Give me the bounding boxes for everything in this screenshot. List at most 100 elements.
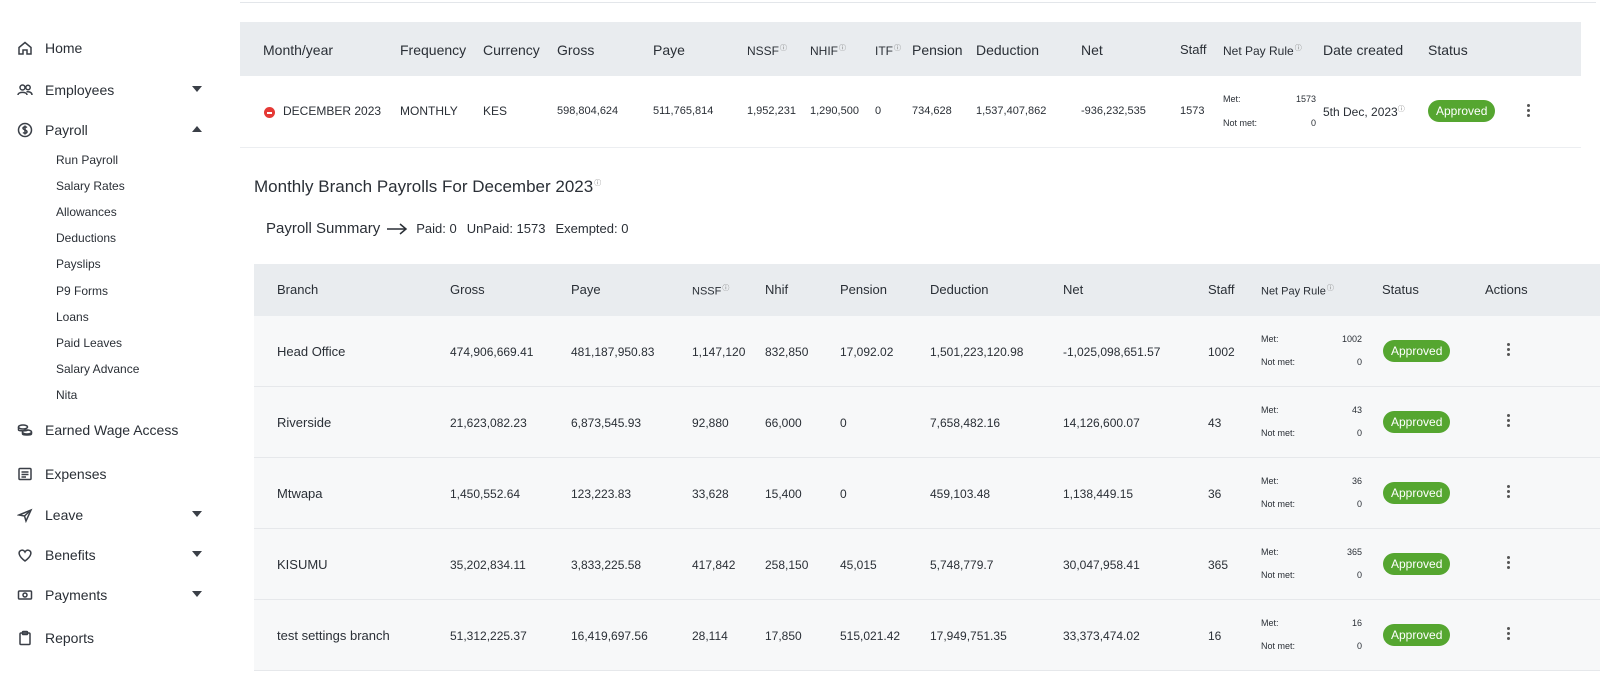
exempted-count: Exempted: 0: [555, 221, 629, 236]
info-icon[interactable]: ⓘ: [722, 285, 730, 292]
th-status: Status: [1382, 282, 1419, 297]
chevron-up-icon[interactable]: [192, 126, 202, 132]
more-vertical-icon[interactable]: [1505, 627, 1511, 643]
branch-row[interactable]: test settings branch 51,312,225.37 16,41…: [254, 600, 1600, 671]
nav-label: Payments: [45, 587, 108, 603]
info-icon[interactable]: ⓘ: [1294, 45, 1302, 52]
cell-deduction: 5,748,779.7: [930, 558, 994, 572]
not-met-value: 0: [1310, 118, 1316, 128]
not-met-label: Not met:: [1261, 641, 1296, 651]
cell-month-year: DECEMBER 2023: [283, 104, 382, 118]
nav-leave[interactable]: Leave: [16, 503, 212, 527]
cell-pension: 17,092.02: [840, 345, 894, 359]
branch-row[interactable]: KISUMU 35,202,834.11 3,833,225.58 417,84…: [254, 529, 1600, 600]
nav-home[interactable]: Home: [16, 36, 212, 60]
heart-icon: [16, 546, 34, 564]
cell-gross: 1,450,552.64: [450, 487, 521, 501]
sub-deductions[interactable]: Deductions: [56, 231, 117, 245]
remove-circle-icon[interactable]: [264, 107, 275, 118]
nav-employees[interactable]: Employees: [16, 78, 212, 102]
sub-run-payroll[interactable]: Run Payroll: [56, 153, 119, 167]
cell-gross: 35,202,834.11: [450, 558, 526, 572]
date-created-value: 5th Dec, 2023: [1323, 105, 1398, 119]
cell-deduction: 459,103.48: [930, 487, 991, 501]
info-icon[interactable]: ⓘ: [594, 180, 602, 188]
met-label: Met:: [1261, 405, 1279, 415]
more-vertical-icon[interactable]: [1505, 485, 1511, 501]
dollar-circle-icon: [16, 121, 34, 139]
sub-p9-forms[interactable]: P9 Forms: [56, 284, 109, 298]
info-icon[interactable]: ⓘ: [780, 45, 788, 52]
sub-salary-rates[interactable]: Salary Rates: [56, 179, 125, 193]
nav-earned-wage-access[interactable]: Earned Wage Access: [16, 418, 212, 442]
nav-label: Expenses: [45, 466, 107, 482]
met-value: 36: [1351, 476, 1362, 486]
nav-payroll[interactable]: Payroll: [16, 118, 212, 142]
cell-nhif: 258,150: [765, 558, 809, 572]
nav-expenses[interactable]: Expenses: [16, 462, 212, 486]
nav-label: Benefits: [45, 547, 96, 563]
th-nssf: NSSFⓘ: [692, 283, 729, 298]
not-met-value: 0: [1356, 357, 1362, 367]
cell-branch: test settings branch: [277, 628, 390, 643]
cell-branch: KISUMU: [277, 557, 328, 572]
met-label: Met:: [1261, 618, 1279, 628]
more-vertical-icon[interactable]: [1525, 104, 1531, 120]
th-frequency: Frequency: [400, 42, 467, 58]
th-staff: Staff: [1180, 42, 1207, 57]
sub-payslips[interactable]: Payslips: [56, 257, 101, 271]
status-badge: Approved: [1383, 482, 1451, 504]
chevron-down-icon[interactable]: [192, 591, 202, 597]
cell-branch: Mtwapa: [277, 486, 323, 501]
met-value: 16: [1351, 618, 1362, 628]
th-paye: Paye: [653, 42, 685, 58]
sidebar: Home Employees Payroll Run Payroll Salar…: [0, 0, 222, 681]
chevron-down-icon[interactable]: [192, 511, 202, 517]
met-label: Met:: [1261, 476, 1279, 486]
sub-allowances[interactable]: Allowances: [56, 205, 117, 219]
met-value: 1573: [1295, 94, 1316, 104]
more-vertical-icon[interactable]: [1505, 343, 1511, 359]
met-value: 365: [1346, 547, 1362, 557]
cell-frequency: MONTHLY: [400, 104, 458, 118]
th-nhif: Nhif: [765, 282, 789, 297]
cell-staff: 1002: [1208, 345, 1235, 359]
nav-label: Payroll: [45, 122, 88, 138]
not-met-label: Not met:: [1261, 570, 1296, 580]
nav-benefits[interactable]: Benefits: [16, 543, 212, 567]
not-met-value: 0: [1356, 428, 1362, 438]
info-icon[interactable]: ⓘ: [839, 45, 846, 52]
sub-loans[interactable]: Loans: [56, 310, 89, 324]
cell-nssf: 417,842: [692, 558, 736, 572]
nav-reports[interactable]: Reports: [16, 626, 212, 650]
sub-paid-leaves[interactable]: Paid Leaves: [56, 336, 123, 350]
cell-deduction: 7,658,482.16: [930, 416, 1001, 430]
more-vertical-icon[interactable]: [1505, 414, 1511, 430]
branch-row[interactable]: Riverside 21,623,082.23 6,873,545.93 92,…: [254, 387, 1600, 458]
status-badge: Approved: [1383, 340, 1451, 362]
info-icon[interactable]: ⓘ: [1397, 106, 1405, 113]
not-met-label: Not met:: [1261, 357, 1296, 367]
nav-payments[interactable]: Payments: [16, 583, 212, 607]
summary-table-row[interactable]: DECEMBER 2023 MONTHLY KES 598,804,624 51…: [240, 76, 1581, 148]
nav-label: Reports: [45, 630, 95, 646]
sub-nita[interactable]: Nita: [56, 388, 78, 402]
chevron-down-icon[interactable]: [192, 86, 202, 92]
th-net-pay-rule-label: Net Pay Rule: [1261, 285, 1326, 298]
cell-net: 1,138,449.15: [1063, 487, 1134, 501]
more-vertical-icon[interactable]: [1505, 556, 1511, 572]
th-status: Status: [1428, 42, 1468, 58]
info-icon[interactable]: ⓘ: [894, 45, 901, 52]
met-label: Met:: [1261, 334, 1279, 344]
cell-date-created: 5th Dec, 2023ⓘ: [1323, 104, 1405, 119]
th-staff: Staff: [1208, 282, 1235, 297]
cell-nhif: 66,000: [765, 416, 802, 430]
status-badge: Approved: [1383, 411, 1451, 433]
not-met-value: 0: [1356, 641, 1362, 651]
th-nssf: NSSFⓘ: [747, 43, 787, 58]
info-icon[interactable]: ⓘ: [1326, 285, 1334, 292]
sub-salary-advance[interactable]: Salary Advance: [56, 362, 140, 376]
branch-row[interactable]: Mtwapa 1,450,552.64 123,223.83 33,628 15…: [254, 458, 1600, 529]
branch-row[interactable]: Head Office 474,906,669.41 481,187,950.8…: [254, 316, 1600, 387]
chevron-down-icon[interactable]: [192, 551, 202, 557]
